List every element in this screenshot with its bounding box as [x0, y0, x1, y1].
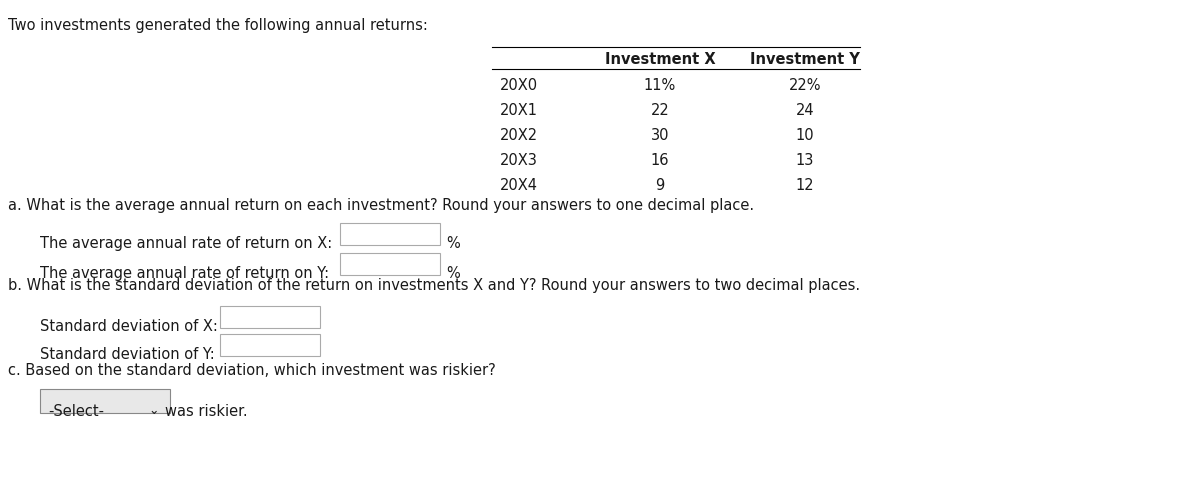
Text: ⌄: ⌄	[148, 403, 158, 416]
Text: The average annual rate of return on Y:: The average annual rate of return on Y:	[40, 265, 329, 281]
Text: 20X4: 20X4	[500, 178, 538, 193]
Text: was riskier.: was riskier.	[166, 403, 247, 418]
Text: Standard deviation of Y:: Standard deviation of Y:	[40, 346, 215, 361]
Text: 30: 30	[650, 128, 670, 142]
Text: -Select-: -Select-	[48, 403, 104, 418]
Text: Investment Y: Investment Y	[750, 52, 860, 67]
Text: 24: 24	[796, 103, 815, 118]
Bar	[220, 306, 320, 328]
Text: c. Based on the standard deviation, which investment was riskier?: c. Based on the standard deviation, whic…	[8, 362, 496, 377]
Text: 22: 22	[650, 103, 670, 118]
Bar	[40, 389, 170, 413]
Text: Investment X: Investment X	[605, 52, 715, 67]
Bar	[220, 334, 320, 356]
Text: 9: 9	[655, 178, 665, 193]
Text: Standard deviation of X:: Standard deviation of X:	[40, 318, 218, 333]
Text: 20X0: 20X0	[500, 78, 538, 93]
Bar	[340, 253, 440, 275]
Text: The average annual rate of return on X:: The average annual rate of return on X:	[40, 236, 332, 250]
Text: 10: 10	[796, 128, 815, 142]
Text: 16: 16	[650, 153, 670, 168]
Text: 20X3: 20X3	[500, 153, 538, 168]
Text: Two investments generated the following annual returns:: Two investments generated the following …	[8, 18, 428, 33]
Text: 22%: 22%	[788, 78, 821, 93]
Text: %: %	[446, 236, 460, 250]
Text: 13: 13	[796, 153, 814, 168]
Text: 20X2: 20X2	[500, 128, 538, 142]
Text: a. What is the average annual return on each investment? Round your answers to o: a. What is the average annual return on …	[8, 198, 754, 213]
Text: b. What is the standard deviation of the return on investments X and Y? Round yo: b. What is the standard deviation of the…	[8, 278, 860, 292]
Text: %: %	[446, 265, 460, 281]
Bar	[340, 224, 440, 245]
Text: 11%: 11%	[644, 78, 676, 93]
Text: 12: 12	[796, 178, 815, 193]
Text: 20X1: 20X1	[500, 103, 538, 118]
